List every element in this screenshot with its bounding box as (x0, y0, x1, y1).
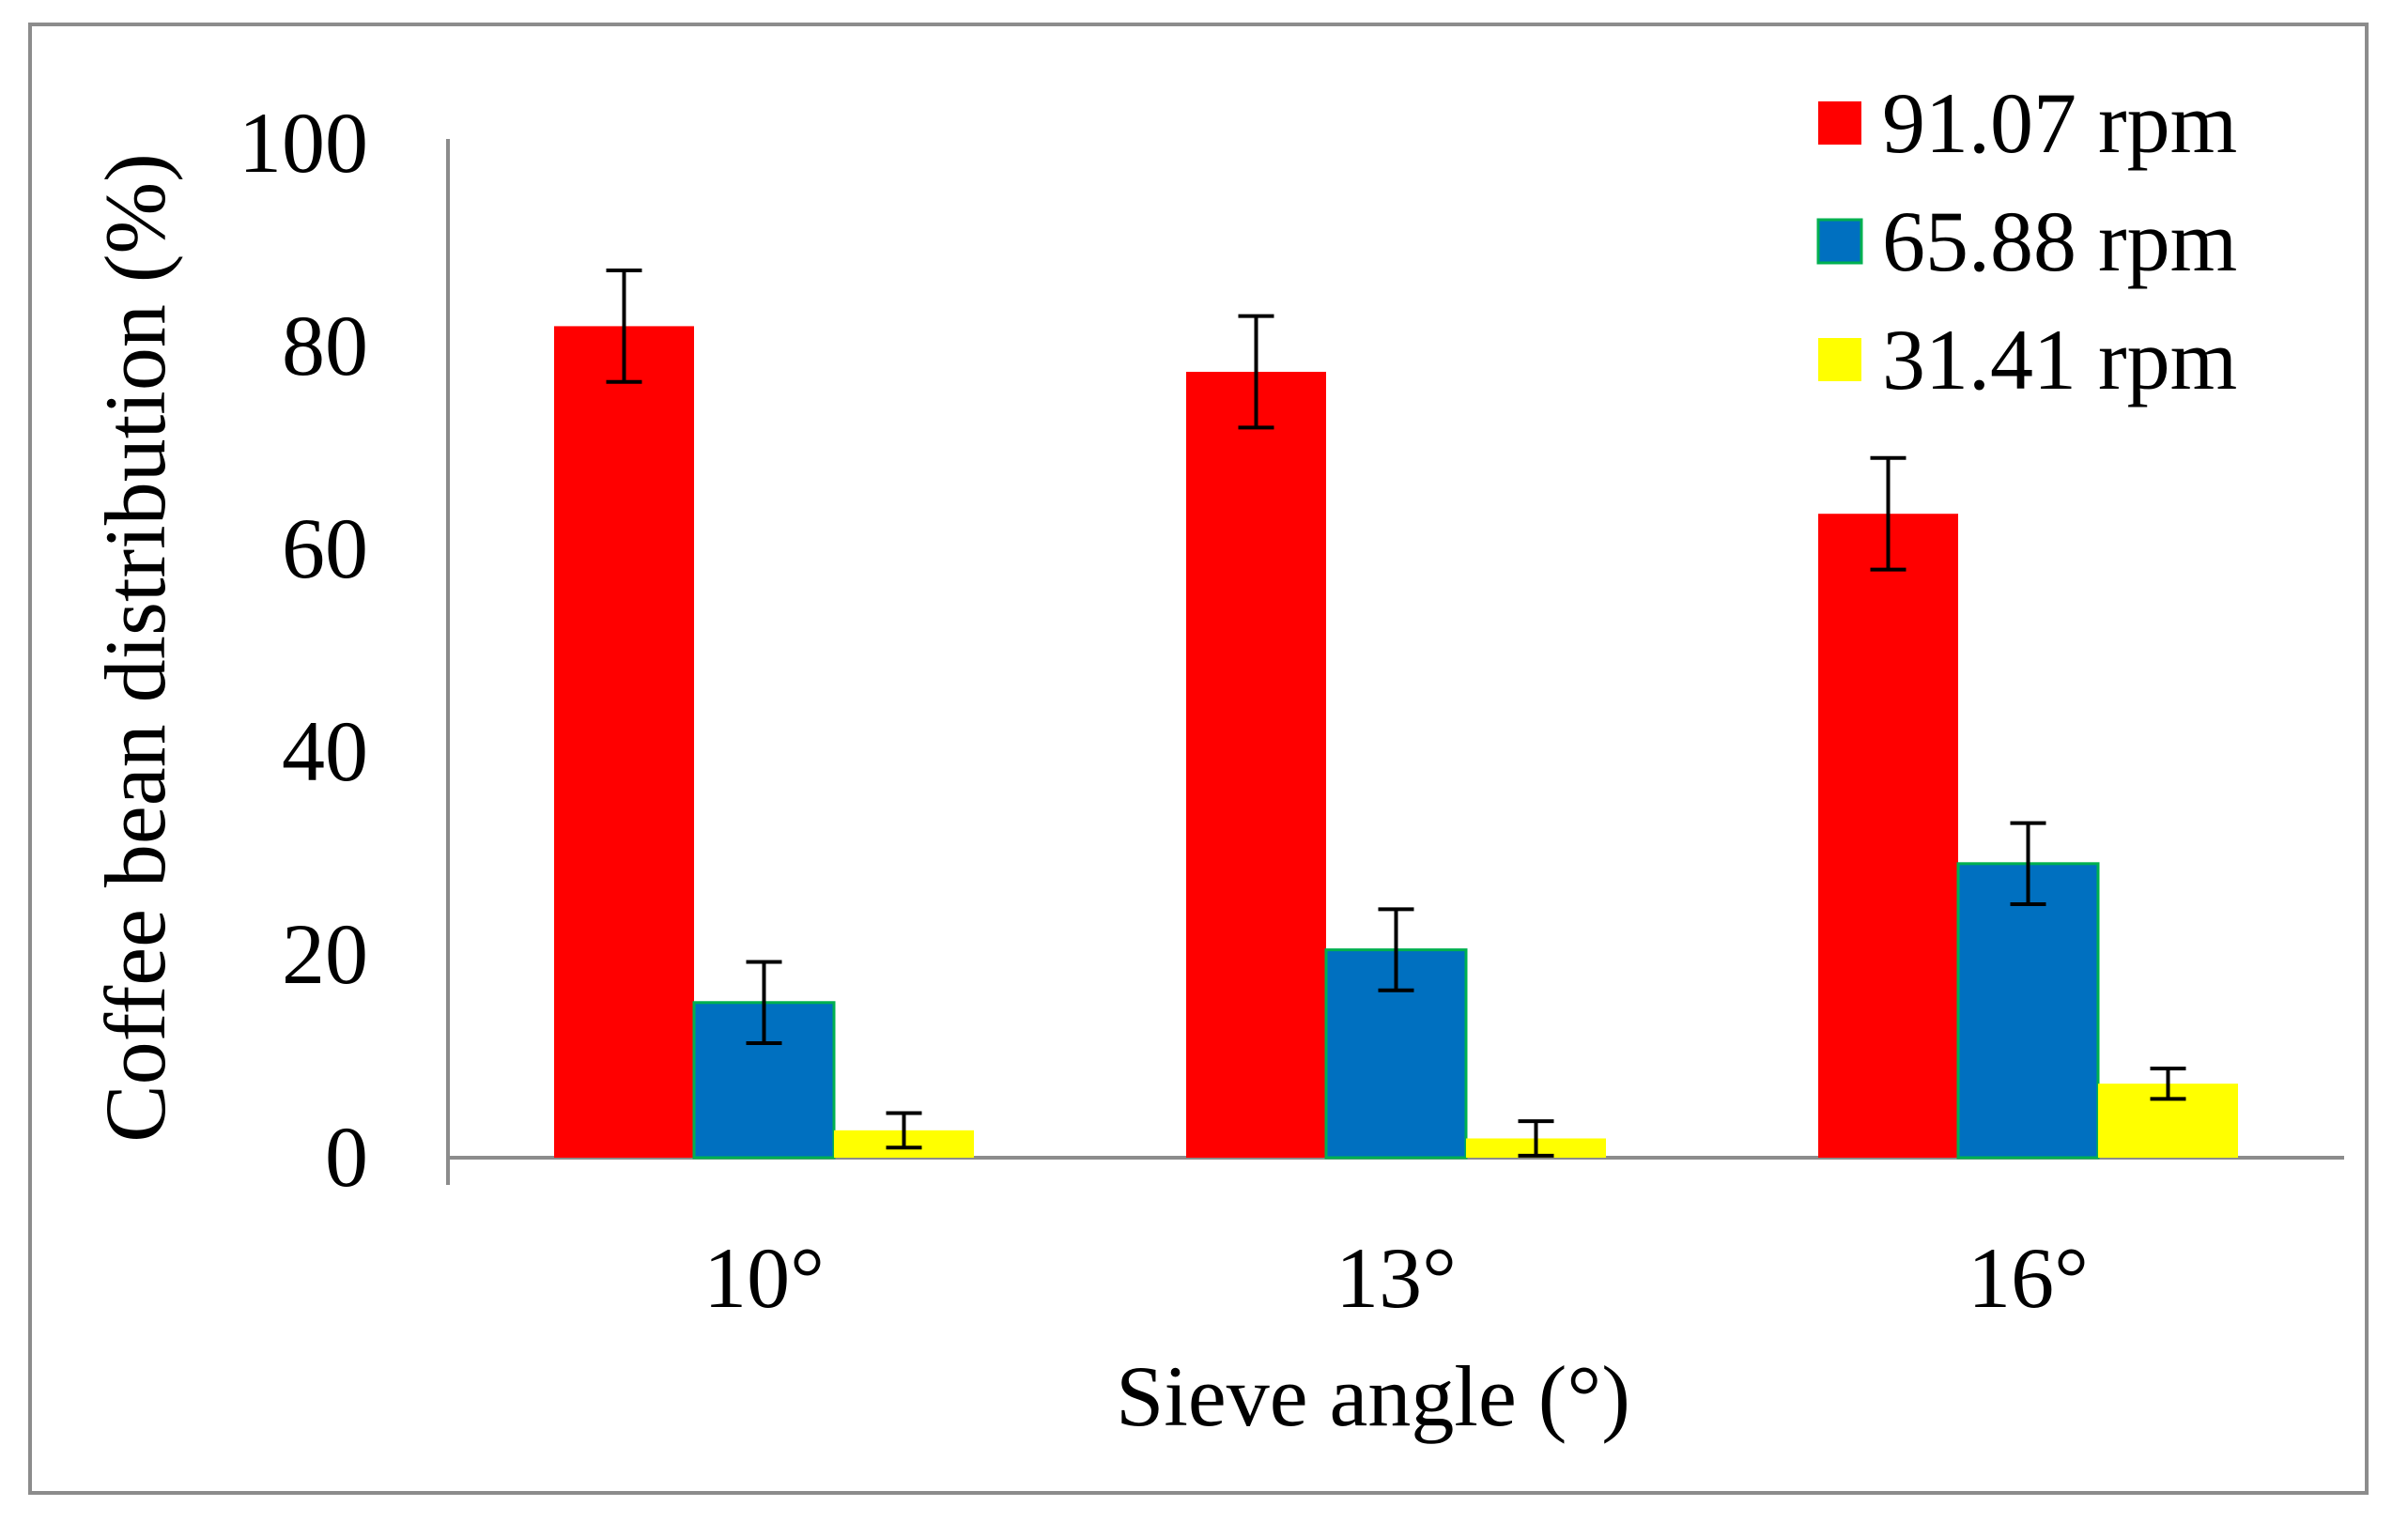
y-tick-label-40: 40 (282, 703, 368, 799)
y-tick-label-60: 60 (282, 500, 368, 596)
legend-swatch-1 (1818, 101, 1861, 145)
y-tick-label-20: 20 (282, 906, 368, 1002)
y-tick-label-80: 80 (282, 298, 368, 393)
legend-swatch-3 (1818, 338, 1861, 381)
legend-swatch-2 (1816, 218, 1863, 265)
x-tick-label-1: 10° (703, 1230, 825, 1326)
legend: 91.07 rpm 65.88 rpm 31.41 rpm (1816, 75, 2237, 407)
bar-3-series-1 (1818, 514, 1958, 1158)
x-tick-label-3: 16° (1968, 1230, 2089, 1326)
legend-label-1: 91.07 rpm (1882, 75, 2237, 171)
y-tick-label-100: 100 (239, 95, 368, 191)
y-axis-title: Coffee bean distribution (%) (87, 153, 183, 1142)
bars (554, 326, 2238, 1160)
error-bars (606, 269, 2186, 1158)
bar-1-series-1 (554, 326, 694, 1158)
x-tick-label-2: 13° (1335, 1230, 1457, 1326)
legend-label-3: 31.41 rpm (1882, 312, 2237, 407)
y-tick-label-0: 0 (325, 1109, 368, 1205)
x-axis-title: Sieve angle (°) (1116, 1348, 1630, 1444)
bar-2-series-1 (1186, 372, 1326, 1158)
x-tick-labels: 10° 13° 16° (703, 1230, 2089, 1326)
legend-label-2: 65.88 rpm (1882, 193, 2237, 289)
bar-3-series-2 (1956, 862, 2100, 1160)
y-tick-labels: 0 20 40 60 80 100 (239, 95, 368, 1205)
